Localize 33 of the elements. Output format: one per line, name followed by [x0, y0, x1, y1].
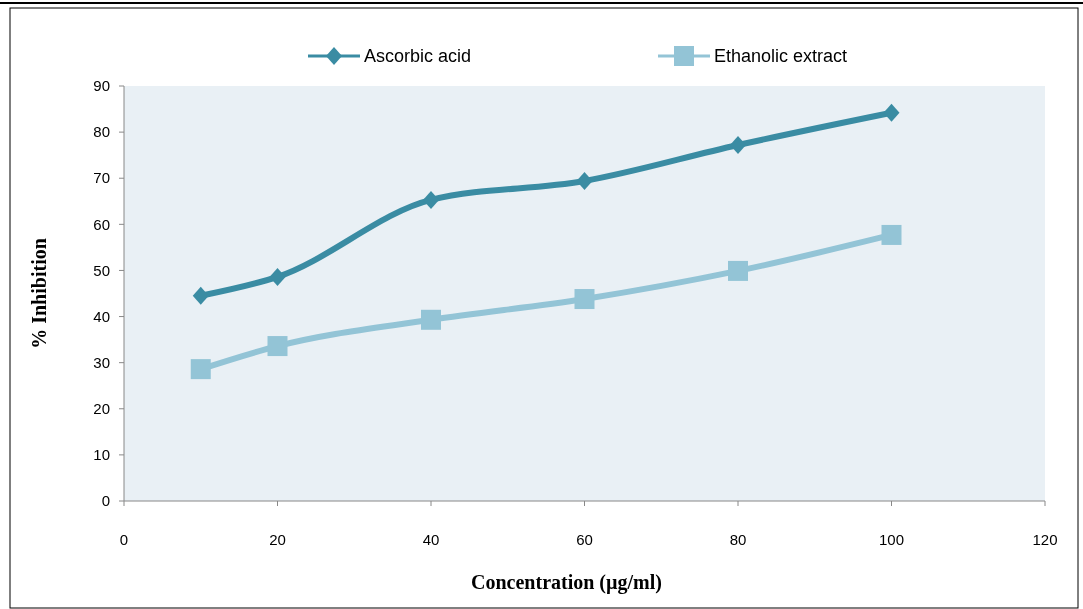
point	[883, 103, 900, 122]
point	[881, 224, 902, 245]
x-tick-label: 60	[576, 531, 593, 548]
y-tick-label: 10	[93, 446, 110, 464]
y-tick-label: 60	[93, 215, 110, 233]
y-tick-label: 0	[101, 492, 110, 510]
y-tick-label: 80	[93, 123, 110, 141]
x-axis-title: Concentration (µg/ml)	[471, 571, 662, 594]
point	[269, 267, 286, 286]
x-tick-label: 80	[729, 531, 747, 548]
legend-label: Ascorbic acid	[364, 46, 472, 67]
x-tick-label: 20	[269, 531, 286, 548]
point	[421, 309, 441, 330]
point	[190, 359, 211, 380]
point	[730, 136, 746, 155]
y-tick-label: 40	[93, 307, 110, 325]
x-tick-label: 120	[1032, 531, 1058, 548]
y-axis-title: % Inhibition	[28, 238, 50, 349]
x-tick-label: 40	[422, 531, 440, 548]
point	[576, 171, 593, 190]
point	[728, 260, 748, 281]
y-tick-label: 50	[93, 261, 110, 279]
y-tick-label: 90	[93, 77, 110, 95]
y-tick-label: 30	[93, 353, 110, 371]
x-tick-label: 0	[119, 531, 129, 548]
point	[267, 336, 288, 357]
point	[574, 289, 595, 310]
legend-label: Ethanolic extract	[714, 46, 848, 67]
y-tick-label: 20	[93, 400, 110, 418]
y-tick-label: 70	[93, 169, 110, 187]
point	[192, 286, 209, 305]
x-tick-label: 100	[878, 531, 905, 548]
point	[423, 190, 439, 209]
